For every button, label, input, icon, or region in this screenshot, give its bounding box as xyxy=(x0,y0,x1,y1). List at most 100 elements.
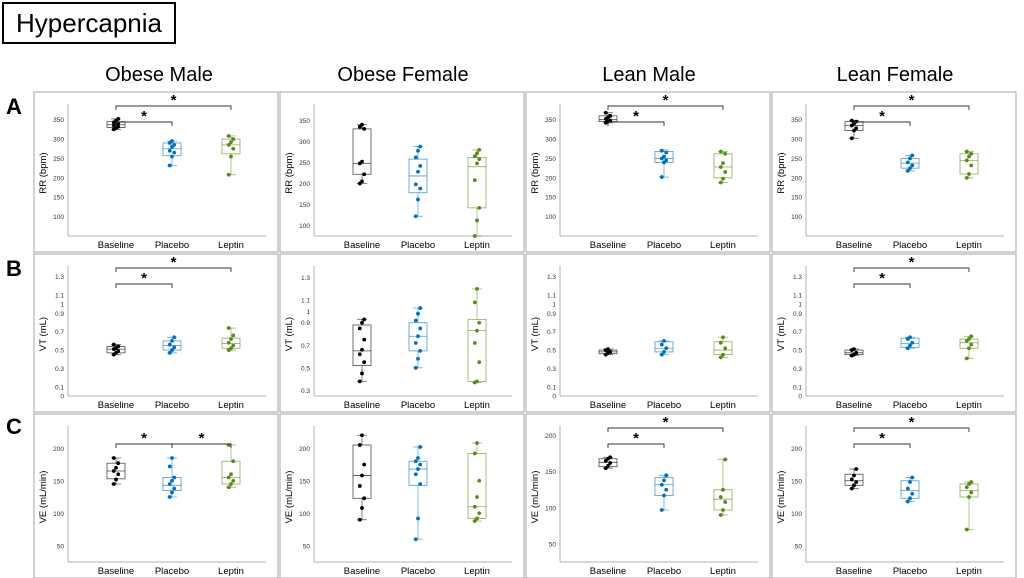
box-iqr xyxy=(221,138,241,155)
data-point xyxy=(416,197,420,202)
y-tick-label: 0.1 xyxy=(547,384,556,391)
box-baseline xyxy=(844,118,864,141)
data-point xyxy=(416,334,420,339)
data-point xyxy=(413,182,418,187)
data-point xyxy=(662,493,666,498)
row-label-b: B xyxy=(6,256,22,281)
panel-frame xyxy=(33,91,279,253)
data-point xyxy=(723,151,728,156)
data-point xyxy=(606,347,610,352)
bracket-line xyxy=(607,121,665,126)
y-tick-label: 1 xyxy=(798,302,802,309)
data-point xyxy=(472,178,477,183)
bracket-line xyxy=(115,105,232,110)
x-tick-label: Baseline xyxy=(98,400,134,411)
data-point xyxy=(472,451,477,456)
y-tick-label: 0.9 xyxy=(547,311,556,318)
y-tick-label: 100 xyxy=(53,214,64,221)
bracket-line xyxy=(607,427,724,432)
data-point xyxy=(662,338,666,343)
data-point xyxy=(905,486,910,491)
significance-bracket: * xyxy=(607,414,724,432)
data-point xyxy=(967,172,971,176)
data-point xyxy=(475,218,479,223)
data-point xyxy=(849,118,854,123)
box-leptin xyxy=(467,441,487,523)
data-point xyxy=(967,495,971,499)
y-tick-label: 250 xyxy=(299,160,310,167)
y-tick-label: 350 xyxy=(545,117,556,124)
data-point xyxy=(721,508,725,512)
box-placebo xyxy=(408,445,428,542)
y-tick-label: 200 xyxy=(299,181,310,188)
data-point xyxy=(360,433,364,438)
bracket-line xyxy=(853,283,911,288)
panel-frame xyxy=(279,413,525,578)
data-point xyxy=(659,352,664,357)
data-point xyxy=(229,482,233,486)
box-placebo xyxy=(654,148,674,179)
y-tick-label: 0.9 xyxy=(55,311,64,318)
data-point xyxy=(172,335,177,340)
data-point xyxy=(718,180,723,185)
panel-frame xyxy=(33,413,279,578)
x-tick-label: Baseline xyxy=(590,400,626,411)
x-tick-label: Baseline xyxy=(344,566,380,577)
panel-frame xyxy=(525,91,771,253)
box-placebo xyxy=(654,473,674,512)
data-point xyxy=(172,345,177,350)
data-point xyxy=(231,137,236,141)
y-tick-label: 1.3 xyxy=(301,275,310,282)
x-tick-label: Baseline xyxy=(98,240,134,251)
significance-star: * xyxy=(141,270,147,287)
y-tick-label: 0.7 xyxy=(547,329,556,336)
data-point xyxy=(475,151,479,156)
data-point xyxy=(116,472,121,477)
data-point xyxy=(475,441,479,445)
significance-star: * xyxy=(171,254,177,271)
y-tick-label: 50 xyxy=(57,543,65,550)
panel-c-lean-male: 50 100 150 200 VE (mL/min) Baseline Placebo Lep… xyxy=(525,413,771,578)
y-tick-label: 100 xyxy=(545,505,556,512)
x-tick-label: Placebo xyxy=(893,566,927,577)
y-tick-label: 0.1 xyxy=(55,384,64,391)
y-tick-label: 1.1 xyxy=(55,292,64,299)
x-tick-label: Baseline xyxy=(836,566,872,577)
data-point xyxy=(475,328,479,333)
data-point xyxy=(116,121,121,126)
box-placebo xyxy=(900,475,920,504)
significance-bracket: * xyxy=(115,108,173,126)
data-point xyxy=(472,504,477,509)
x-tick-label: Placebo xyxy=(155,400,189,411)
data-point xyxy=(357,484,362,488)
x-tick-label: Leptin xyxy=(710,400,736,411)
data-point xyxy=(908,166,912,171)
significance-bracket: * xyxy=(853,414,970,432)
data-point xyxy=(231,478,236,483)
x-tick-label: Placebo xyxy=(155,240,189,251)
significance-star: * xyxy=(199,430,205,447)
panel-a-lean-female: 100 150 200 250 300 350 RR (bpm) Baseline Placeb… xyxy=(771,91,1017,253)
data-point xyxy=(114,477,118,482)
data-point xyxy=(167,464,172,469)
data-point xyxy=(964,356,969,361)
data-point xyxy=(854,480,859,484)
data-point xyxy=(170,348,174,352)
data-point xyxy=(362,360,367,365)
y-tick-label: 200 xyxy=(299,446,310,453)
box-leptin xyxy=(221,326,241,352)
data-point xyxy=(905,499,910,504)
y-tick-label: 200 xyxy=(53,175,64,182)
data-point xyxy=(852,483,856,488)
box-baseline xyxy=(106,456,126,486)
data-point xyxy=(472,234,477,238)
data-point xyxy=(472,341,477,345)
data-point xyxy=(659,482,664,487)
y-tick-label: 1.1 xyxy=(547,292,556,299)
data-point xyxy=(908,496,912,501)
box-iqr xyxy=(408,322,428,352)
data-point xyxy=(910,153,915,158)
box-baseline xyxy=(844,347,864,358)
data-point xyxy=(362,462,367,467)
panel-frame xyxy=(771,413,1017,578)
